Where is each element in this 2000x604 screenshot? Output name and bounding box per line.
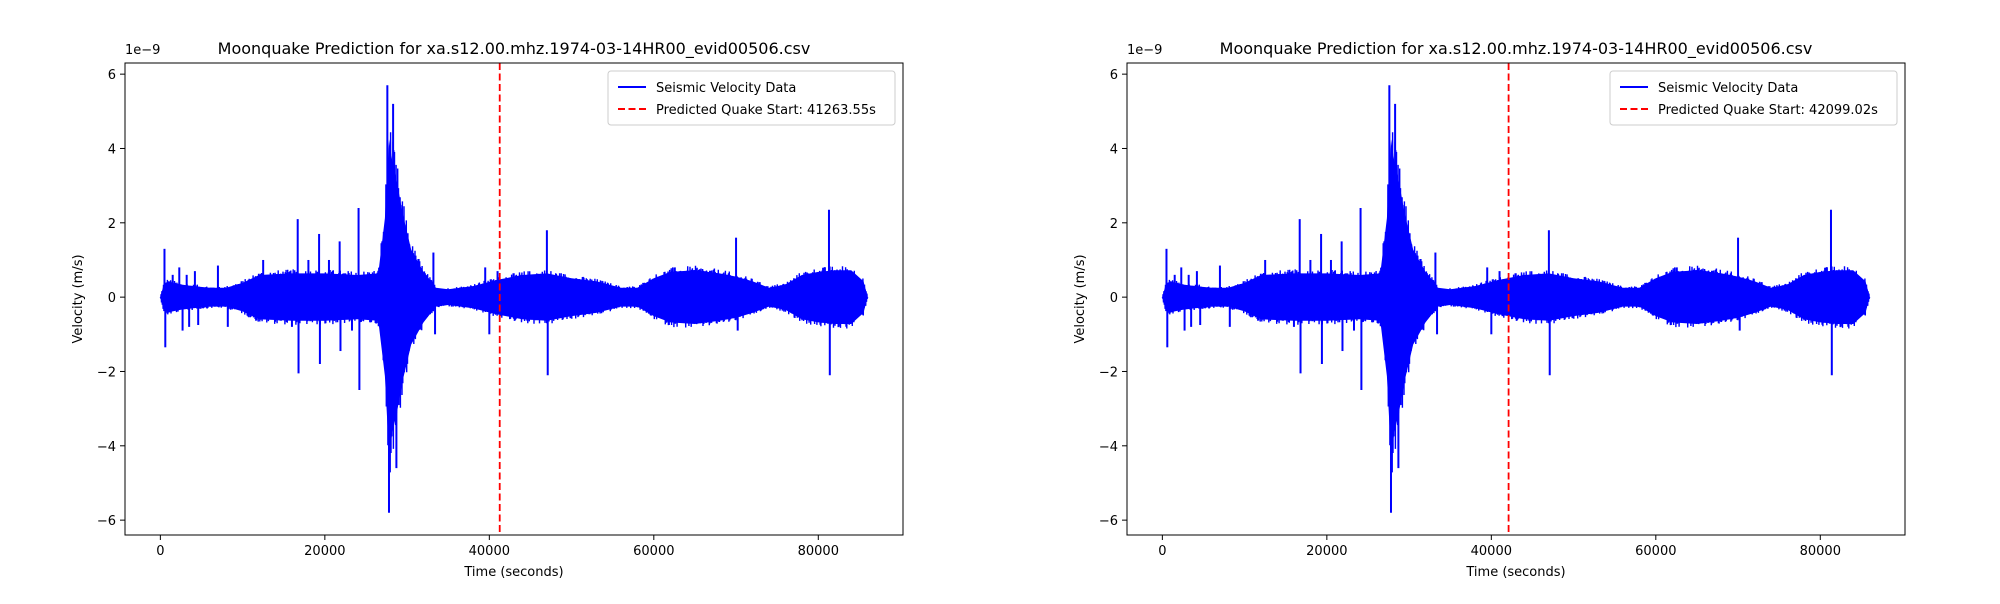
plot-area	[1161, 85, 1871, 513]
legend-label-seismic: Seismic Velocity Data	[656, 81, 796, 96]
y-offset-label: 1e−9	[1127, 43, 1162, 58]
seismic-envelope	[160, 139, 868, 456]
y-offset-label: 1e−9	[125, 43, 160, 58]
y-tick-label: 0	[1110, 291, 1118, 306]
x-tick-label: 80000	[798, 544, 839, 559]
plot-frame	[1126, 62, 1906, 536]
legend-label-seismic: Seismic Velocity Data	[1658, 81, 1798, 96]
x-axis-label: Time (seconds)	[1465, 565, 1565, 580]
y-tick-label: −6	[1099, 514, 1118, 529]
y-tick-label: −6	[97, 514, 116, 529]
y-tick-label: −2	[1099, 365, 1118, 380]
y-tick-label: −2	[97, 365, 116, 380]
y-tick-label: 6	[1110, 68, 1118, 83]
x-tick-label: 60000	[633, 544, 674, 559]
x-tick-label: 40000	[1471, 544, 1512, 559]
chart-title: Moonquake Prediction for xa.s12.00.mhz.1…	[1220, 39, 1813, 59]
legend-box	[607, 70, 896, 126]
x-tick-label: 20000	[304, 544, 345, 559]
chart-title: Moonquake Prediction for xa.s12.00.mhz.1…	[218, 39, 811, 59]
legend-label-prediction: Predicted Quake Start: 42099.02s	[1658, 103, 1878, 118]
y-axis-label: Velocity (m/s)	[71, 254, 86, 343]
legend-label-prediction: Predicted Quake Start: 41263.55s	[656, 103, 876, 118]
y-tick-label: 0	[108, 291, 116, 306]
y-tick-label: 6	[108, 68, 116, 83]
legend: Seismic Velocity Data Predicted Quake Sta…	[1609, 70, 1898, 126]
x-axis-label: Time (seconds)	[463, 565, 563, 580]
chart-panel-2: Moonquake Prediction for xa.s12.00.mhz.1…	[1073, 39, 1906, 580]
seismic-envelope	[1162, 139, 1870, 456]
plot-area	[159, 85, 869, 513]
y-tick-label: −4	[1099, 440, 1118, 455]
x-tick-label: 20000	[1306, 544, 1347, 559]
x-tick-label: 60000	[1635, 544, 1676, 559]
x-tick-label: 40000	[469, 544, 510, 559]
y-tick-label: 2	[108, 217, 116, 232]
y-tick-label: 4	[108, 142, 116, 157]
y-tick-label: 4	[1110, 142, 1118, 157]
y-tick-label: −4	[97, 440, 116, 455]
x-tick-label: 80000	[1800, 544, 1841, 559]
y-tick-label: 2	[1110, 217, 1118, 232]
legend: Seismic Velocity Data Predicted Quake Sta…	[607, 70, 896, 126]
legend-box	[1609, 70, 1898, 126]
plot-frame	[124, 62, 904, 536]
chart-panel-1: Moonquake Prediction for xa.s12.00.mhz.1…	[71, 39, 904, 580]
x-tick-label: 0	[1158, 544, 1166, 559]
y-axis-label: Velocity (m/s)	[1073, 254, 1088, 343]
x-tick-label: 0	[156, 544, 164, 559]
